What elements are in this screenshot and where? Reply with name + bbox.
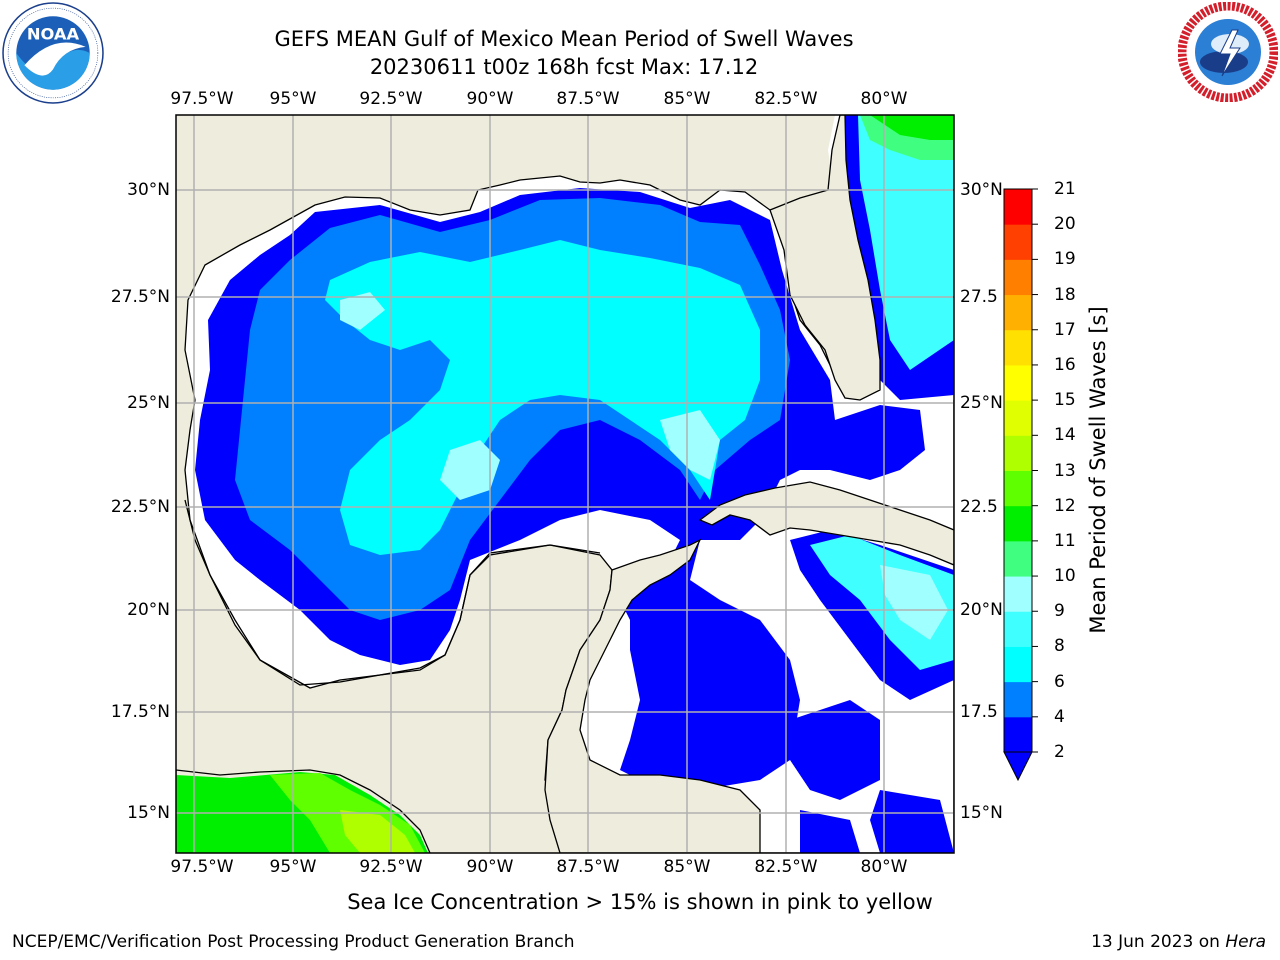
- lon-label-bottom: 87.5°W: [556, 857, 620, 877]
- colorbar-segment: [1004, 470, 1032, 507]
- colorbar-segment: [1004, 646, 1032, 683]
- swell-band-8-9s: [340, 292, 720, 500]
- lat-label-left: 25°N: [127, 393, 170, 413]
- colorbar-tick-label: 17: [1054, 319, 1076, 340]
- caribbean-swell-patches: [630, 580, 954, 853]
- lat-label-right: 25°N: [960, 393, 1003, 413]
- lon-label-top: 97.5°W: [170, 89, 234, 109]
- lon-label-top: 92.5°W: [359, 89, 423, 109]
- colorbar-tick-label: 19: [1054, 249, 1076, 270]
- colorbar-tick-label: 13: [1054, 460, 1076, 481]
- lon-label-bottom: 80°W: [860, 857, 908, 877]
- lat-label-right: 27.5: [960, 287, 998, 307]
- colorbar-segment: [1004, 294, 1032, 331]
- lat-label-right: 15°N: [960, 803, 1003, 823]
- colorbar-segment: [1004, 259, 1032, 296]
- lat-label-left: 22.5°N: [110, 497, 170, 517]
- footer-date-text: 13 Jun 2023 on: [1091, 932, 1226, 952]
- colorbar-tick-label: 9: [1054, 601, 1065, 622]
- swell-band-6-8s: [325, 240, 760, 555]
- caribbean-swell-8-9s: [880, 565, 948, 640]
- colorbar-segment: [1004, 576, 1032, 612]
- nws-logo: [1178, 2, 1278, 102]
- lat-label-left: 27.5°N: [110, 287, 170, 307]
- colorbar-segment: [1004, 189, 1032, 225]
- colorbar-segment: [1004, 224, 1032, 260]
- lon-label-top: 85°W: [663, 89, 711, 109]
- colorbar-tick-label: 12: [1054, 495, 1076, 516]
- svg-text:NOAA: NOAA: [27, 25, 80, 44]
- colorbar-tick-label: 4: [1054, 706, 1065, 727]
- colorbar-extend-arrow: [1003, 751, 1033, 782]
- lat-label-left: 15°N: [127, 803, 170, 823]
- colorbar: [1003, 188, 1038, 782]
- sea-ice-note: Sea Ice Concentration > 15% is shown in …: [347, 890, 933, 914]
- pacific-swell-13-14s: [340, 810, 415, 853]
- lon-label-bottom: 82.5°W: [754, 857, 818, 877]
- colorbar-segment: [1004, 681, 1032, 718]
- lat-label-right: 17.5: [960, 702, 998, 722]
- colorbar-tick-label: 18: [1054, 284, 1076, 305]
- colorbar-segment: [1004, 611, 1032, 647]
- lon-label-bottom: 92.5°W: [359, 857, 423, 877]
- colorbar-tick-label: 2: [1054, 742, 1065, 762]
- colorbar-tick-label: 16: [1054, 354, 1076, 375]
- land-florida: [769, 115, 881, 401]
- land-cuba: [698, 481, 954, 566]
- colorbar-segment: [1004, 400, 1032, 436]
- colorbar-segment: [1004, 716, 1032, 753]
- atlantic-swell-11-12s: [870, 115, 954, 140]
- lon-label-top: 87.5°W: [556, 89, 620, 109]
- colorbar-segment: [1004, 505, 1032, 542]
- colorbar-segment: [1004, 329, 1032, 366]
- colorbar-tick-label: 11: [1054, 530, 1076, 551]
- colorbar-title: Mean Period of Swell Waves [s]: [1086, 306, 1110, 634]
- colorbar-segment: [1004, 435, 1032, 471]
- atlantic-swell-6-8s: [858, 115, 954, 370]
- colorbar-segment: [1004, 540, 1032, 577]
- colorbar-tick-label: 10: [1054, 566, 1076, 587]
- colorbar-tick-label: 20: [1054, 214, 1076, 235]
- lat-label-right: 30°N: [960, 180, 1003, 200]
- footer-machine: Hera: [1225, 932, 1266, 952]
- footer-credit: NCEP/EMC/Verification Post Processing Pr…: [12, 932, 575, 952]
- lat-label-left: 20°N: [127, 600, 170, 620]
- coastline: [184, 499, 601, 686]
- lon-label-bottom: 90°W: [466, 857, 514, 877]
- noaa-logo: NOAA: [2, 2, 104, 104]
- chart-title: GEFS MEAN Gulf of Mexico Mean Period of …: [274, 27, 854, 51]
- colorbar-tick-label: 8: [1054, 636, 1065, 657]
- chart-subtitle: 20230611 t00z 168h fcst Max: 17.12: [369, 55, 759, 79]
- colorbar-segment: [1004, 364, 1032, 401]
- caribbean-swell-6-8s: [810, 535, 954, 670]
- lon-label-top: 80°W: [860, 89, 908, 109]
- map-frame: [175, 114, 955, 854]
- lat-label-left: 17.5°N: [110, 702, 170, 722]
- lon-label-bottom: 95°W: [269, 857, 317, 877]
- graticule: [176, 115, 954, 853]
- lon-label-top: 82.5°W: [754, 89, 818, 109]
- lon-label-top: 95°W: [269, 89, 317, 109]
- footer-date: 13 Jun 2023 on Hera: [1091, 932, 1266, 952]
- lon-label-bottom: 97.5°W: [170, 857, 234, 877]
- colorbar-tick-label: 6: [1054, 671, 1065, 692]
- lat-label-left: 30°N: [127, 180, 170, 200]
- colorbar-tick-label: 14: [1054, 425, 1076, 446]
- lat-label-right: 20°N: [960, 600, 1003, 620]
- lon-label-top: 90°W: [466, 89, 514, 109]
- colorbar-tick-label: 15: [1054, 390, 1076, 411]
- colorbar-tick-label: 21: [1054, 179, 1076, 199]
- lat-label-right: 22.5: [960, 497, 998, 517]
- lon-label-bottom: 85°W: [663, 857, 711, 877]
